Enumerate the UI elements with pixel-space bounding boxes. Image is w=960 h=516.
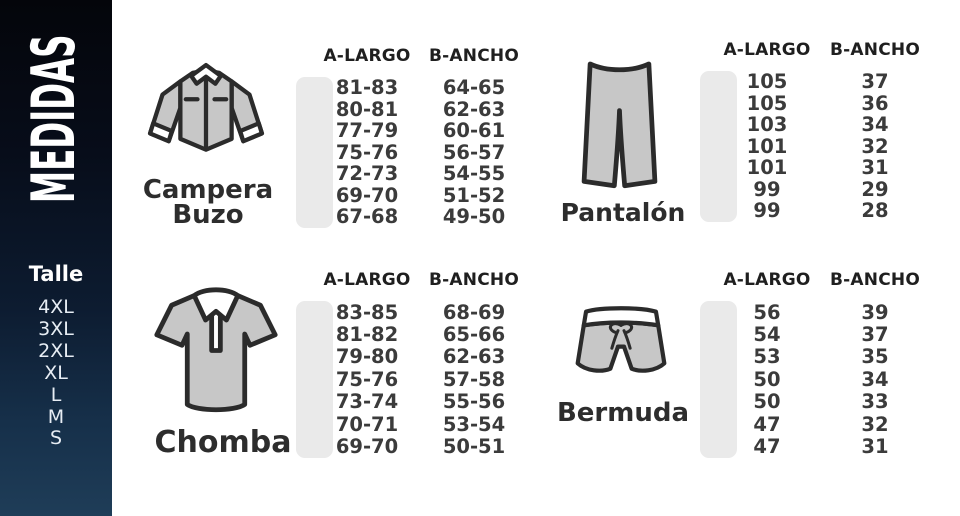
size-column-background xyxy=(700,71,737,222)
size-column-background xyxy=(296,301,333,458)
product-name-campera-buzo: Campera Buzo xyxy=(128,175,288,230)
size-column-title: Talle xyxy=(28,262,84,286)
b-ancho-value: 37 xyxy=(861,323,889,347)
column-header-b-ancho: B-ANCHO xyxy=(429,46,519,66)
a-largo-value: 69-70 xyxy=(335,183,399,207)
a-largo-value: 50 xyxy=(753,390,781,414)
size-column-background xyxy=(700,301,737,458)
a-largo-value: 81-82 xyxy=(335,323,399,347)
b-ancho-value: 33 xyxy=(861,390,889,414)
size-column-background xyxy=(296,77,333,228)
b-ancho-value: 51-52 xyxy=(442,183,506,207)
b-ancho-value: 68-69 xyxy=(442,300,506,324)
column-header-a-largo: A-LARGO xyxy=(323,46,411,66)
product-name-line2: Buzo xyxy=(172,200,244,230)
b-ancho-value: 31 xyxy=(861,435,889,459)
b-ancho-value: 28 xyxy=(861,199,889,223)
a-largo-value: 99 xyxy=(753,177,781,201)
a-largo-value: 72-73 xyxy=(335,162,399,186)
pants-icon xyxy=(572,52,667,202)
a-largo-value: 67-68 xyxy=(335,205,399,229)
sidebar-size-s: S xyxy=(49,427,63,450)
b-ancho-value: 35 xyxy=(861,345,889,369)
a-largo-value: 77-79 xyxy=(335,119,399,143)
column-header-a-largo: A-LARGO xyxy=(723,270,811,290)
b-ancho-value: 60-61 xyxy=(442,119,506,143)
a-largo-value: 83-85 xyxy=(335,300,399,324)
b-ancho-value: 29 xyxy=(861,177,889,201)
a-largo-value: 105 xyxy=(746,91,788,115)
pantalon-size-table: A-LARGO B-ANCHO 4XL 105 37 3XL 105 36 2X… xyxy=(700,37,953,222)
b-ancho-value: 53-54 xyxy=(442,412,506,436)
a-largo-value: 70-71 xyxy=(335,412,399,436)
column-header-a-largo: A-LARGO xyxy=(323,270,411,290)
jacket-icon xyxy=(140,52,272,176)
b-ancho-value: 62-63 xyxy=(442,97,506,121)
a-largo-value: 101 xyxy=(746,134,788,158)
bermuda-size-table: A-LARGO B-ANCHO 4XL 56 39 3XL 54 37 2XL … xyxy=(700,268,953,458)
sidebar-size-xl: XL xyxy=(44,361,68,384)
sidebar-size-m: M xyxy=(47,405,65,428)
column-header-b-ancho: B-ANCHO xyxy=(429,270,519,290)
sidebar-size-4xl: 4XL xyxy=(38,296,74,318)
campera-buzo-size-table: A-LARGO B-ANCHO 4XL 81-83 64-65 3XL 80-8… xyxy=(296,44,547,228)
a-largo-value: 101 xyxy=(746,156,788,180)
b-ancho-value: 31 xyxy=(861,156,889,180)
a-largo-value: 75-76 xyxy=(335,367,399,391)
b-ancho-value: 37 xyxy=(861,70,889,94)
chomba-size-table: A-LARGO B-ANCHO 4XL 83-85 68-69 3XL 81-8… xyxy=(296,268,547,458)
a-largo-value: 69-70 xyxy=(335,435,399,459)
b-ancho-value: 34 xyxy=(861,113,889,137)
page-title-text: MEDIDAS xyxy=(19,34,89,204)
a-largo-value: 81-83 xyxy=(335,76,399,100)
a-largo-value: 47 xyxy=(753,435,781,459)
a-largo-value: 50 xyxy=(753,367,781,391)
sidebar-size-l: L xyxy=(50,383,62,406)
product-name-pantalon: Pantalón xyxy=(560,198,686,227)
a-largo-value: 47 xyxy=(753,412,781,436)
b-ancho-value: 39 xyxy=(861,300,889,324)
a-largo-value: 99 xyxy=(753,199,781,223)
b-ancho-value: 56-57 xyxy=(442,140,506,164)
b-ancho-value: 32 xyxy=(861,134,889,158)
a-largo-value: 56 xyxy=(753,300,781,324)
b-ancho-value: 62-63 xyxy=(442,345,506,369)
b-ancho-value: 36 xyxy=(861,91,889,115)
b-ancho-value: 55-56 xyxy=(442,390,506,414)
a-largo-value: 75-76 xyxy=(335,140,399,164)
a-largo-value: 103 xyxy=(746,113,788,137)
a-largo-value: 105 xyxy=(746,70,788,94)
b-ancho-value: 34 xyxy=(861,367,889,391)
column-header-b-ancho: B-ANCHO xyxy=(830,40,920,60)
a-largo-value: 54 xyxy=(753,323,781,347)
a-largo-value: 79-80 xyxy=(335,345,399,369)
shorts-icon xyxy=(564,299,678,392)
sidebar-size-2xl: 2XL xyxy=(38,339,74,362)
b-ancho-value: 64-65 xyxy=(442,76,506,100)
sidebar: MEDIDAS Talle 4XL 3XL 2XL XL L M S xyxy=(0,0,112,516)
column-header-a-largo: A-LARGO xyxy=(723,40,811,60)
b-ancho-value: 54-55 xyxy=(442,162,506,186)
b-ancho-value: 65-66 xyxy=(442,323,506,347)
a-largo-value: 53 xyxy=(753,345,781,369)
product-name-chomba: Chomba xyxy=(154,425,292,460)
product-name-line1: Campera xyxy=(142,175,274,205)
column-header-b-ancho: B-ANCHO xyxy=(830,270,920,290)
a-largo-value: 80-81 xyxy=(335,97,399,121)
b-ancho-value: 57-58 xyxy=(442,367,506,391)
a-largo-value: 73-74 xyxy=(335,390,399,414)
sidebar-size-3xl: 3XL xyxy=(38,317,74,340)
sidebar-size-list: 4XL 3XL 2XL XL L M S xyxy=(0,296,112,450)
b-ancho-value: 50-51 xyxy=(442,435,506,459)
product-name-bermuda: Bermuda xyxy=(556,398,690,428)
b-ancho-value: 32 xyxy=(861,412,889,436)
polo-shirt-icon xyxy=(142,283,290,425)
b-ancho-value: 49-50 xyxy=(442,205,506,229)
